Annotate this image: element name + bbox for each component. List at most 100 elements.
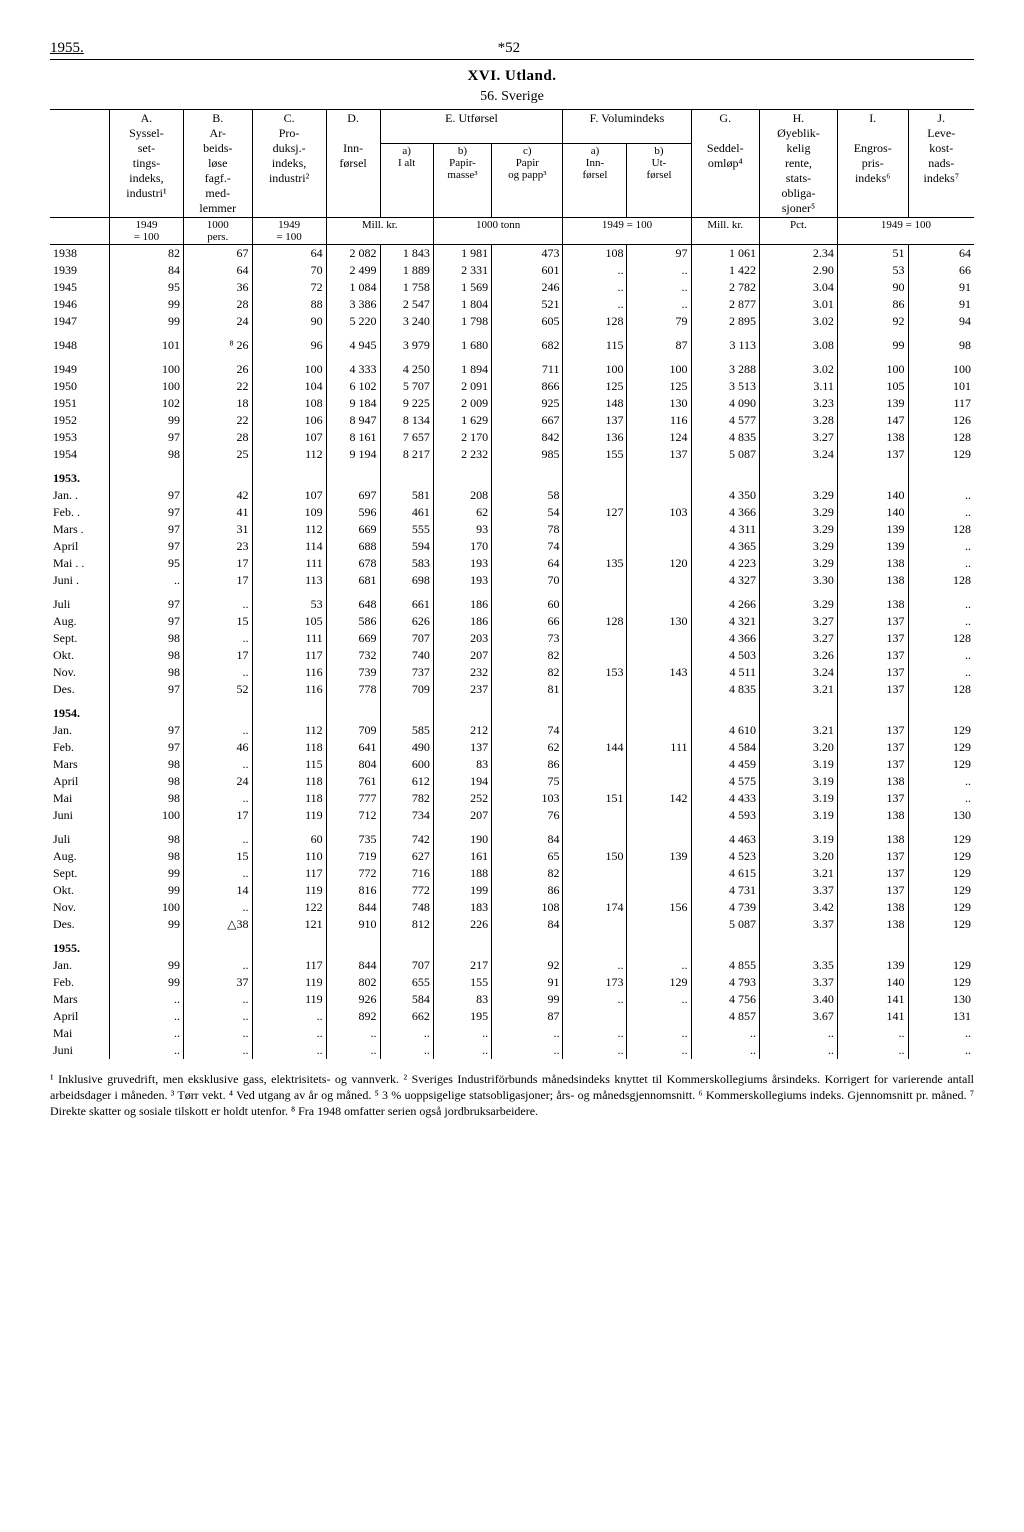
cell-D: 844 — [326, 957, 380, 974]
row-label: April — [50, 1008, 109, 1025]
cell-B: .. — [184, 865, 252, 882]
cell-H: 3.24 — [760, 446, 838, 463]
cell-H: 3.29 — [760, 521, 838, 538]
cell-Ea: 583 — [380, 555, 433, 572]
cell-H: 3.21 — [760, 865, 838, 882]
cell-J: 130 — [908, 807, 974, 824]
cell-Eb: 237 — [433, 681, 491, 698]
cell-I: 137 — [837, 446, 908, 463]
cell-D: 9 194 — [326, 446, 380, 463]
cell-Ea: 3 979 — [380, 330, 433, 354]
cell-Fb — [627, 773, 691, 790]
cell-Fb — [627, 630, 691, 647]
cell-B: 64 — [184, 262, 252, 279]
cell-C: .. — [252, 1025, 326, 1042]
cell-J: 129 — [908, 899, 974, 916]
cell-B: .. — [184, 1025, 252, 1042]
cell-C: 104 — [252, 378, 326, 395]
cell-Fa: 127 — [563, 504, 627, 521]
cell-Eb: 194 — [433, 773, 491, 790]
cell-A: 98 — [109, 446, 183, 463]
col-C: C. Pro- duksj.- indeks, industri² — [252, 110, 326, 218]
cell-Fa: 155 — [563, 446, 627, 463]
cell-D: 926 — [326, 991, 380, 1008]
cell-Fa: 128 — [563, 613, 627, 630]
table-header: A. Syssel- set- tings- indeks, industri¹… — [50, 110, 974, 245]
cell-Ea: .. — [380, 1042, 433, 1059]
cell-Eb: 186 — [433, 613, 491, 630]
table-row: 19388267642 0821 8431 981473108971 0612.… — [50, 245, 974, 263]
table-row: 195498251129 1948 2172 2329851551375 087… — [50, 446, 974, 463]
cell-Fb: .. — [627, 957, 691, 974]
cell-I: 137 — [837, 739, 908, 756]
cell-Ec: 66 — [492, 613, 563, 630]
cell-Eb: 188 — [433, 865, 491, 882]
row-label: Mars — [50, 756, 109, 773]
cell-G: 3 513 — [691, 378, 759, 395]
cell-Fa: .. — [563, 991, 627, 1008]
cell-H: 3.37 — [760, 974, 838, 991]
cell-A: .. — [109, 991, 183, 1008]
cell-Ea: 707 — [380, 957, 433, 974]
cell-Fb: .. — [627, 991, 691, 1008]
cell-B: 17 — [184, 555, 252, 572]
cell-J: 128 — [908, 429, 974, 446]
cell-I: 137 — [837, 681, 908, 698]
cell-D: 732 — [326, 647, 380, 664]
col-E: E. Utførsel — [380, 110, 563, 144]
cell-B: 46 — [184, 739, 252, 756]
cell-H: 3.29 — [760, 487, 838, 504]
table-row: 1955. — [50, 933, 974, 957]
cell-C: 119 — [252, 974, 326, 991]
row-label: 1954. — [50, 698, 109, 722]
cell-Fa: 151 — [563, 790, 627, 807]
cell-Fa: 137 — [563, 412, 627, 429]
cell-C: .. — [252, 1008, 326, 1025]
table-row: Feb.9746118641490137621441114 5843.20137… — [50, 739, 974, 756]
footnotes: ¹ Inklusive gruvedrift, men eksklusive g… — [50, 1071, 974, 1120]
cell-D: 669 — [326, 521, 380, 538]
cell-Fa: 125 — [563, 378, 627, 395]
row-label: Jan. . — [50, 487, 109, 504]
cell-Fa: .. — [563, 1025, 627, 1042]
cell-Eb: 203 — [433, 630, 491, 647]
cell-C: 116 — [252, 664, 326, 681]
cell-D: 1 084 — [326, 279, 380, 296]
cell-G: 4 463 — [691, 824, 759, 848]
cell-Ec: 866 — [492, 378, 563, 395]
cell-A: 97 — [109, 722, 183, 739]
cell-I: 137 — [837, 664, 908, 681]
cell-J: 117 — [908, 395, 974, 412]
cell-Ea: 5 707 — [380, 378, 433, 395]
cell-I: 53 — [837, 262, 908, 279]
col-I: I. Engros- pris- indeks⁶ — [837, 110, 908, 218]
cell-Ea: 1 843 — [380, 245, 433, 263]
cell-G: 4 311 — [691, 521, 759, 538]
cell-B: 26 — [184, 354, 252, 378]
cell-I: 141 — [837, 991, 908, 1008]
cell-I: 137 — [837, 865, 908, 882]
row-label: Juni — [50, 1042, 109, 1059]
cell-C: 117 — [252, 865, 326, 882]
cell-I: 138 — [837, 589, 908, 613]
cell-D: 641 — [326, 739, 380, 756]
cell-Fb: 130 — [627, 613, 691, 630]
cell-C: 122 — [252, 899, 326, 916]
cell-B: 17 — [184, 572, 252, 589]
cell-D: .. — [326, 1025, 380, 1042]
cell-J: 129 — [908, 848, 974, 865]
cell-Fa — [563, 487, 627, 504]
row-label: Okt. — [50, 647, 109, 664]
table-row: Mai.......................... — [50, 1025, 974, 1042]
unit-DE: Mill. kr. — [326, 218, 433, 245]
cell-J: 129 — [908, 882, 974, 899]
row-label: Des. — [50, 916, 109, 933]
table-row: Jan. .9742107697581208584 3503.29140.. — [50, 487, 974, 504]
table-row: 1949100261004 3334 2501 8947111001003 28… — [50, 354, 974, 378]
cell-A: 99 — [109, 865, 183, 882]
cell-J: 129 — [908, 916, 974, 933]
cell-Ec: 99 — [492, 991, 563, 1008]
cell-Ec: 82 — [492, 647, 563, 664]
cell-G: 4 835 — [691, 681, 759, 698]
cell-C: 117 — [252, 957, 326, 974]
